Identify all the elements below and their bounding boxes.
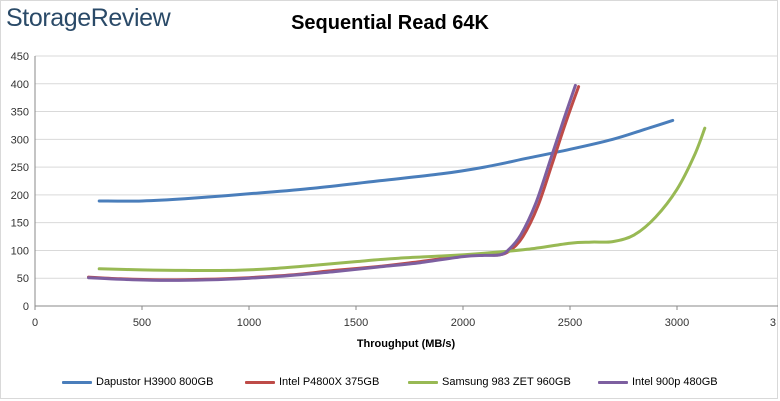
legend-label: Intel 900p 480GB <box>632 376 718 388</box>
y-tick-label: 0 <box>23 301 29 313</box>
legend-label: Intel P4800X 375GB <box>279 376 380 388</box>
y-tick-label: 300 <box>11 134 29 146</box>
x-tick-label: 2000 <box>451 317 475 329</box>
series-line-intel-900p-480gb <box>87 83 577 282</box>
storagereview-logo: StorageReview <box>6 4 171 32</box>
x-tick-label: 500 <box>133 317 151 329</box>
legend-swatch <box>62 380 92 384</box>
legend-label: Samsung 983 ZET 960GB <box>442 376 571 388</box>
legend-swatch <box>598 380 628 384</box>
legend-swatch <box>245 380 275 384</box>
x-axis-ticks: 0 500 1000 1500 2000 2500 3000 3 <box>32 306 776 329</box>
legend-item: Samsung 983 ZET 960GB <box>408 376 571 388</box>
series-line-dapustor-h3900-800gb <box>97 118 675 203</box>
y-tick-label: 400 <box>11 79 29 91</box>
y-tick-label: 250 <box>11 162 29 174</box>
legend: Dapustor H3900 800GB Intel P4800X 375GB Sa… <box>0 376 780 392</box>
series-lines <box>87 83 707 282</box>
y-tick-label: 450 <box>11 51 29 63</box>
y-tick-label: 100 <box>11 245 29 257</box>
y-tick-label: 350 <box>11 107 29 119</box>
x-axis-label: Throughput (MB/s) <box>357 338 456 350</box>
x-tick-label: 3 <box>770 317 776 329</box>
x-tick-label: 1000 <box>237 317 261 329</box>
legend-item: Dapustor H3900 800GB <box>62 376 213 388</box>
chart-title: Sequential Read 64K <box>291 12 489 34</box>
y-axis-ticks: 0 50 100 150 200 250 300 350 400 450 <box>11 51 29 313</box>
y-tick-label: 50 <box>17 273 29 285</box>
axes <box>34 56 778 307</box>
x-tick-label: 3000 <box>665 317 689 329</box>
series-line-samsung-983-zet-960gb <box>97 126 707 273</box>
legend-item: Intel 900p 480GB <box>598 376 718 388</box>
legend-item: Intel P4800X 375GB <box>245 376 379 388</box>
legend-label: Dapustor H3900 800GB <box>96 376 214 388</box>
y-tick-label: 150 <box>11 218 29 230</box>
legend-swatch <box>408 380 438 384</box>
y-tick-label: 200 <box>11 190 29 202</box>
x-tick-label: 2500 <box>558 317 582 329</box>
x-tick-label: 0 <box>32 317 38 329</box>
x-tick-label: 1500 <box>344 317 368 329</box>
gridlines <box>35 55 778 307</box>
